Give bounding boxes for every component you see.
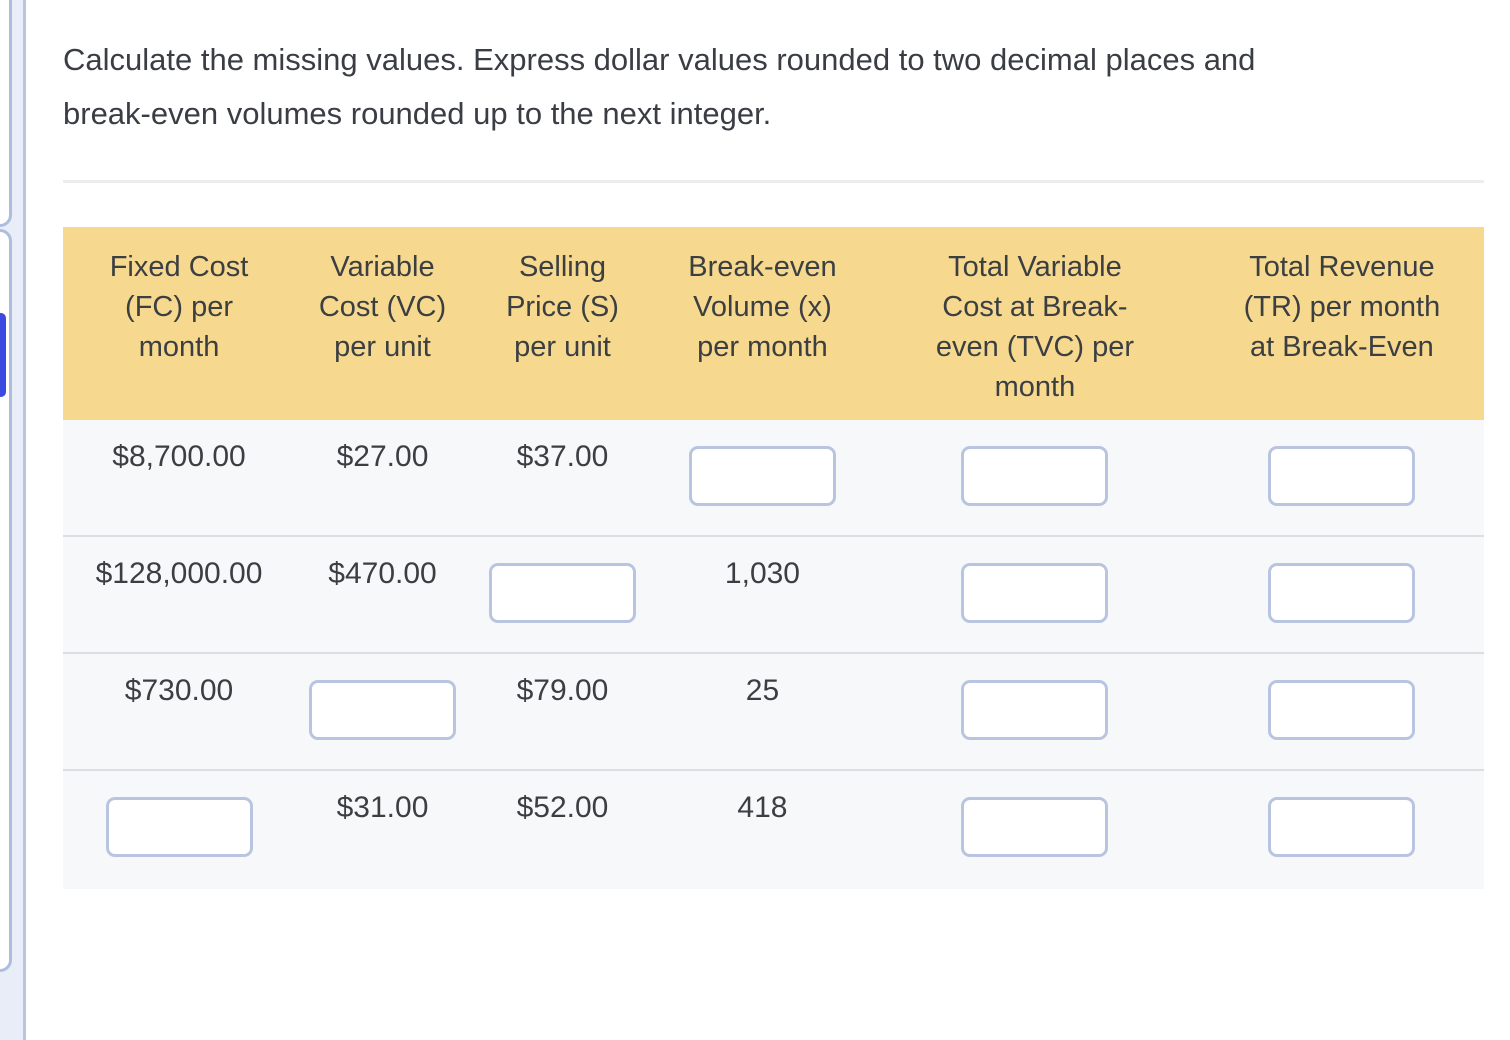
input-r2-total-revenue[interactable] — [1268, 563, 1416, 623]
column-header-break-even-volume: Break-even Volume (x) per month — [688, 251, 837, 363]
table-row: $730.00 $79.00 25 — [63, 654, 1484, 771]
cell-r2-variable-cost: $470.00 — [328, 557, 437, 590]
input-r4-total-variable-cost[interactable] — [961, 797, 1109, 857]
table-row: $31.00 $52.00 418 — [63, 771, 1484, 889]
cell-r4-variable-cost: $31.00 — [336, 791, 429, 824]
cell-r3-break-even-volume: 25 — [745, 674, 780, 707]
nav-card-top — [0, 0, 12, 227]
input-r4-total-revenue[interactable] — [1268, 797, 1416, 857]
cell-r1-selling-price: $37.00 — [516, 440, 609, 473]
question-instructions: Calculate the missing values. Express do… — [63, 42, 1256, 131]
break-even-table: Fixed Cost (FC) per month Variable Cost … — [63, 227, 1484, 889]
column-header-total-revenue: Total Revenue (TR) per month at Break-Ev… — [1243, 251, 1441, 363]
input-r1-total-variable-cost[interactable] — [961, 446, 1109, 506]
input-r4-fixed-cost[interactable] — [105, 797, 253, 857]
cell-r2-break-even-volume: 1,030 — [724, 557, 800, 590]
cell-r1-fixed-cost: $8,700.00 — [112, 440, 246, 473]
input-r3-variable-cost[interactable] — [309, 680, 456, 740]
input-r3-total-revenue[interactable] — [1268, 680, 1416, 740]
cell-r4-break-even-volume: 418 — [737, 791, 788, 824]
cell-r2-fixed-cost: $128,000.00 — [95, 557, 263, 590]
table-header-row: Fixed Cost (FC) per month Variable Cost … — [63, 227, 1484, 420]
cell-r3-selling-price: $79.00 — [516, 674, 609, 707]
column-header-total-variable-cost: Total Variable Cost at Break- even (TVC)… — [935, 251, 1135, 403]
input-r3-total-variable-cost[interactable] — [961, 680, 1109, 740]
question-nav-edge — [0, 0, 26, 1040]
input-r1-total-revenue[interactable] — [1268, 446, 1416, 506]
cell-r1-variable-cost: $27.00 — [336, 440, 429, 473]
question-panel: Calculate the missing values. Express do… — [63, 0, 1484, 1040]
divider — [63, 180, 1484, 183]
input-r2-total-variable-cost[interactable] — [961, 563, 1109, 623]
cell-r3-fixed-cost: $730.00 — [124, 674, 234, 707]
column-header-variable-cost: Variable Cost (VC) per unit — [318, 251, 447, 363]
cell-r4-selling-price: $52.00 — [516, 791, 609, 824]
input-r1-break-even-volume[interactable] — [688, 446, 836, 506]
column-header-selling-price: Selling Price (S) per unit — [506, 251, 619, 363]
table-row: $128,000.00 $470.00 1,030 — [63, 537, 1484, 654]
table-row: $8,700.00 $27.00 $37.00 — [63, 420, 1484, 537]
current-question-indicator[interactable] — [0, 313, 6, 397]
input-r2-selling-price[interactable] — [488, 563, 636, 623]
column-header-fixed-cost: Fixed Cost (FC) per month — [109, 251, 249, 363]
